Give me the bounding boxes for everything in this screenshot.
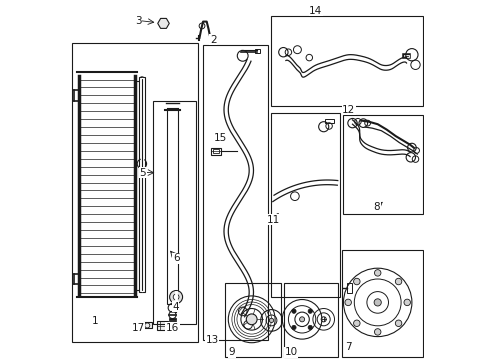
Text: 11: 11	[266, 215, 279, 225]
Text: 15: 15	[213, 132, 226, 143]
Circle shape	[307, 325, 312, 330]
Text: 13: 13	[205, 335, 218, 345]
Circle shape	[394, 278, 401, 285]
Text: 1: 1	[92, 316, 98, 326]
Circle shape	[344, 299, 351, 306]
Polygon shape	[167, 110, 178, 304]
Circle shape	[374, 329, 380, 335]
Polygon shape	[142, 322, 151, 328]
Circle shape	[403, 299, 409, 306]
Circle shape	[373, 299, 381, 306]
Polygon shape	[139, 77, 144, 292]
Circle shape	[353, 278, 359, 285]
Polygon shape	[157, 321, 168, 330]
Circle shape	[394, 320, 401, 327]
Polygon shape	[158, 18, 169, 28]
Text: 17: 17	[131, 323, 144, 333]
Text: 8: 8	[373, 202, 380, 212]
Circle shape	[246, 314, 257, 325]
Text: 4: 4	[172, 302, 178, 312]
Circle shape	[173, 294, 179, 300]
Text: 5: 5	[140, 168, 146, 178]
Circle shape	[169, 291, 182, 303]
Text: 3: 3	[135, 16, 142, 26]
Text: 6: 6	[172, 253, 179, 264]
Text: 9: 9	[228, 347, 235, 357]
Circle shape	[291, 309, 296, 313]
Circle shape	[161, 21, 166, 26]
Text: 14: 14	[308, 6, 322, 16]
Text: 16: 16	[165, 323, 179, 333]
Text: 7: 7	[345, 342, 351, 352]
Text: 12: 12	[342, 105, 355, 115]
Circle shape	[307, 309, 312, 313]
Circle shape	[291, 325, 296, 330]
Circle shape	[269, 318, 273, 323]
Circle shape	[299, 317, 304, 322]
Circle shape	[374, 270, 380, 276]
Circle shape	[353, 320, 359, 327]
Text: 2: 2	[209, 35, 216, 45]
Text: 10: 10	[284, 347, 297, 357]
